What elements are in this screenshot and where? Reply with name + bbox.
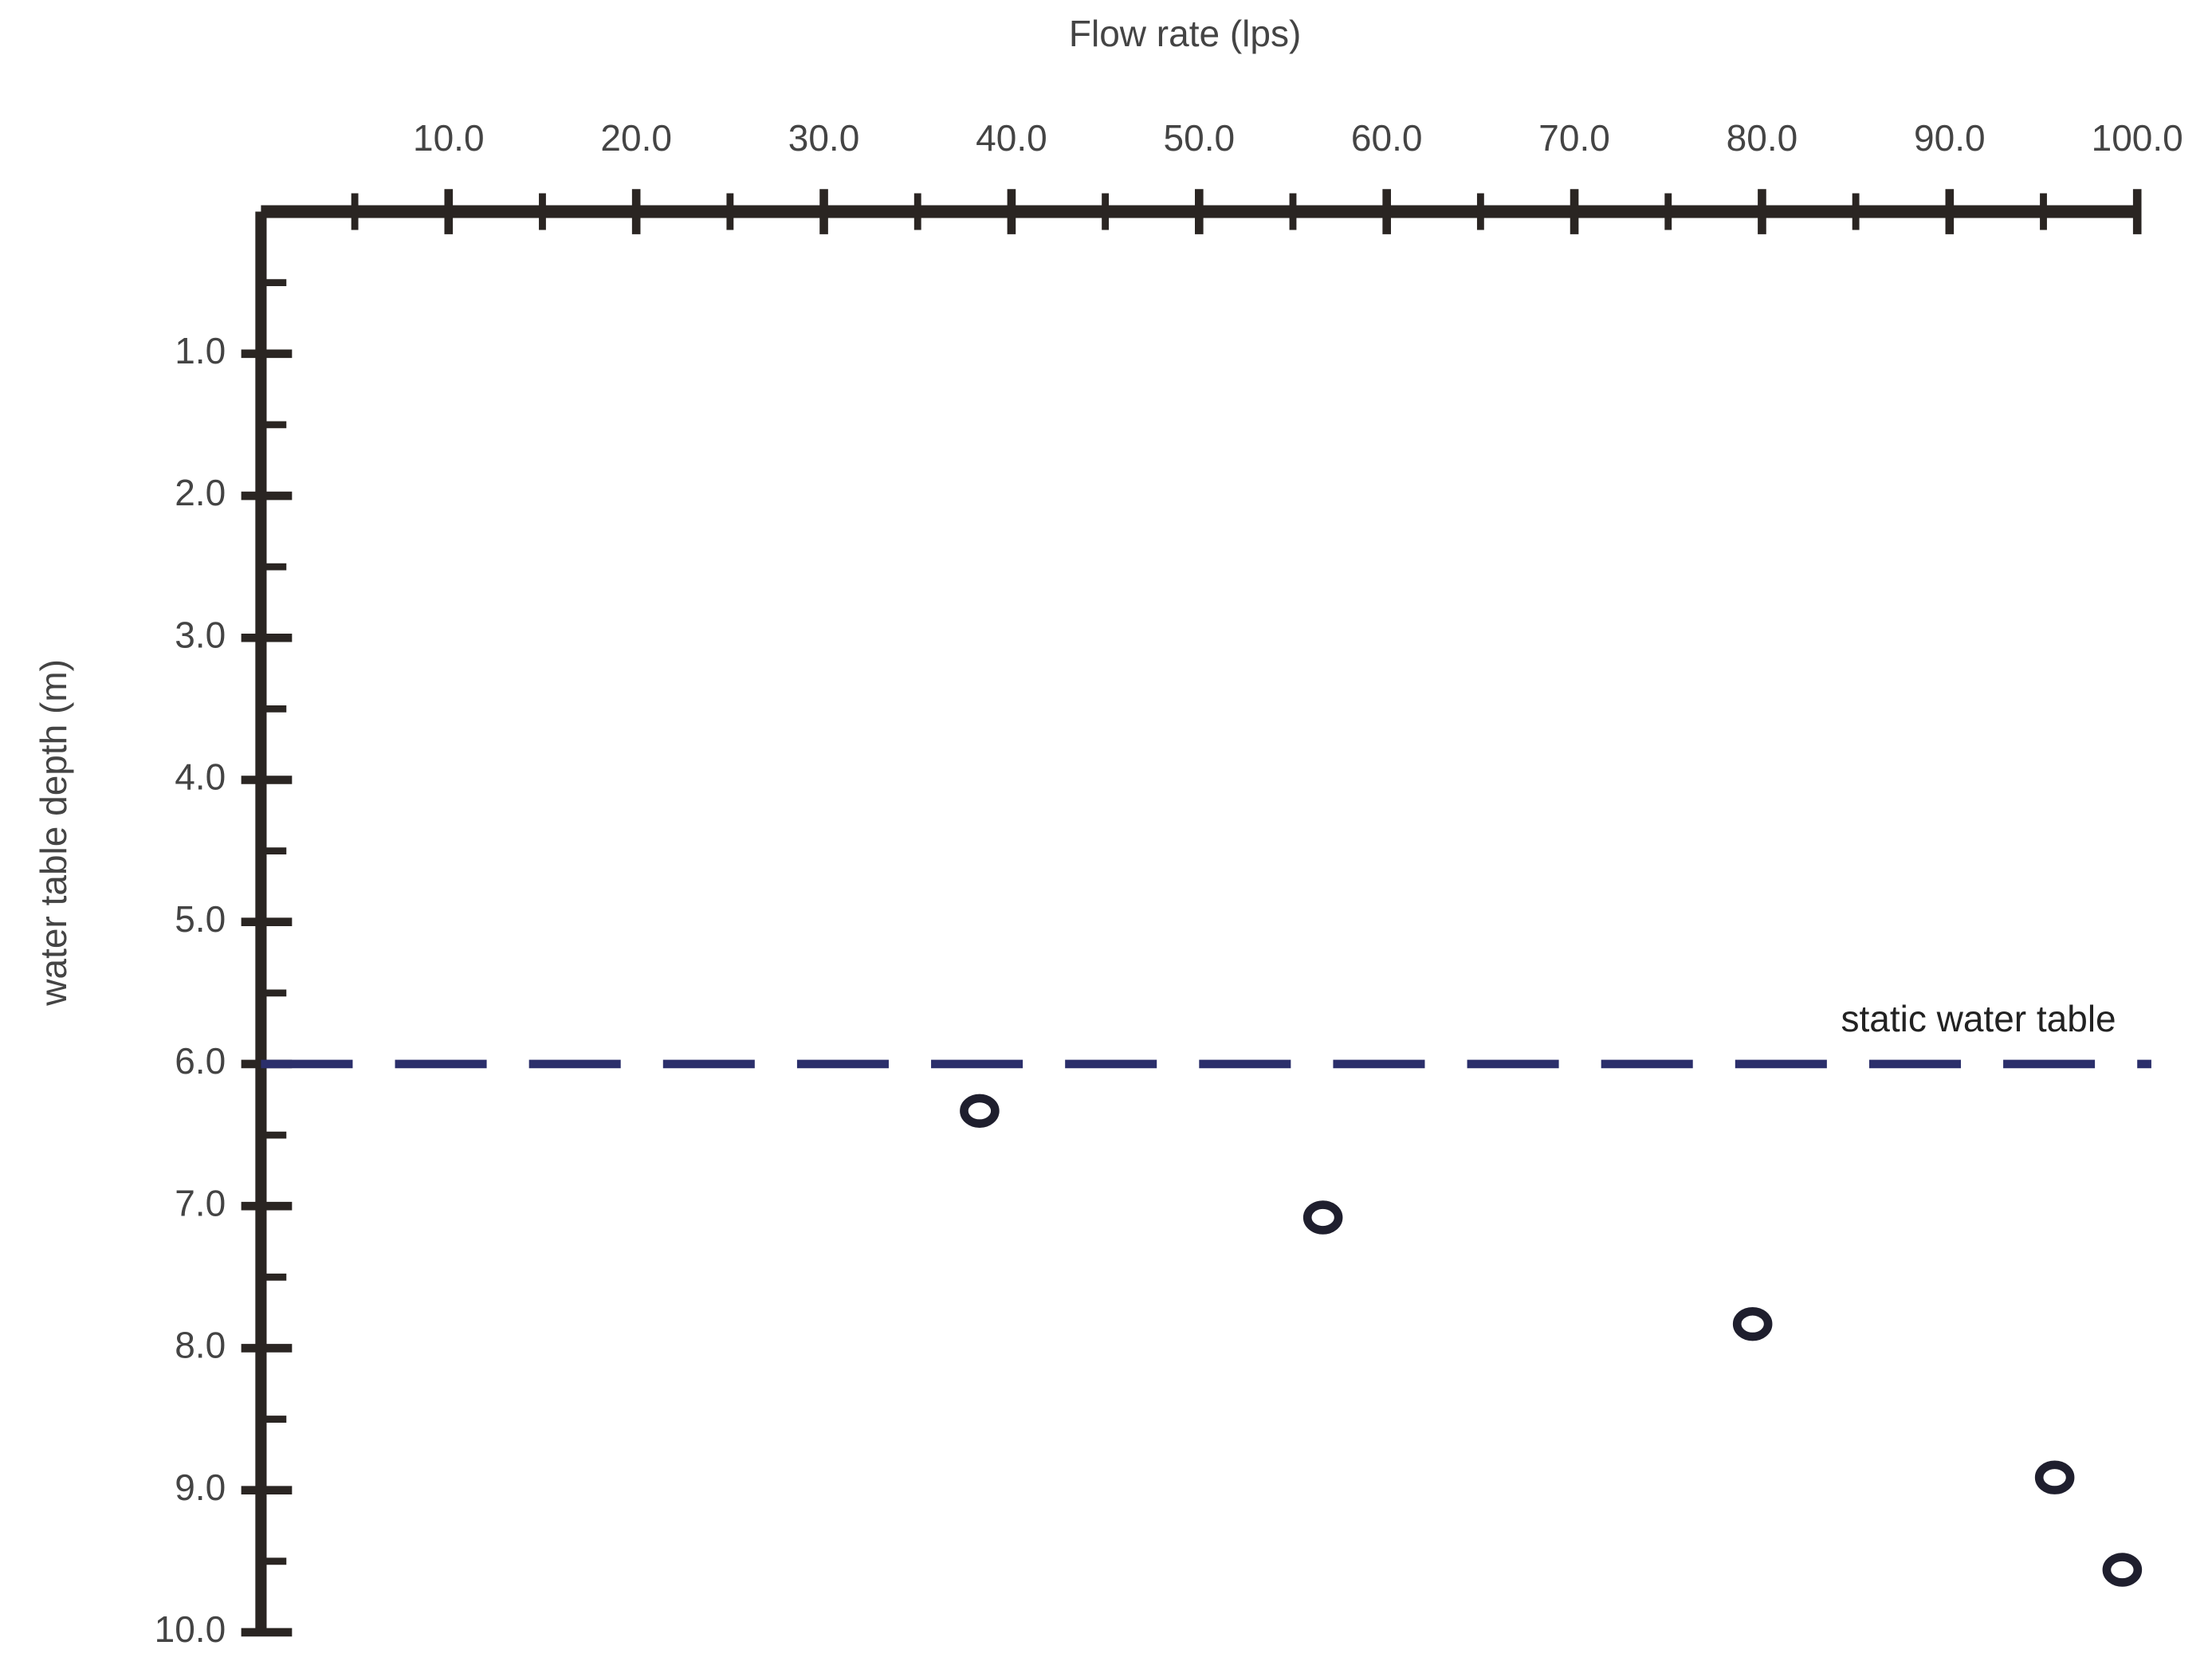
y-tick-label: 10.0 (155, 1608, 226, 1650)
x-axis-title: Flow rate (lps) (1069, 13, 1301, 54)
y-tick-label: 8.0 (175, 1325, 226, 1366)
y-tick-label: 7.0 (175, 1182, 226, 1223)
y-tick-label: 3.0 (175, 614, 226, 655)
x-tick-label: 30.0 (788, 117, 860, 159)
y-tick-label: 6.0 (175, 1040, 226, 1082)
x-tick-label: 80.0 (1727, 117, 1798, 159)
y-tick-label: 5.0 (175, 898, 226, 940)
x-tick-label: 50.0 (1164, 117, 1236, 159)
data-point (960, 1094, 1000, 1129)
y-tick-label: 1.0 (175, 330, 226, 371)
reference-label: static water table (1841, 998, 2116, 1039)
data-point (1732, 1306, 1773, 1341)
y-tick-label: 9.0 (175, 1467, 226, 1508)
x-tick-label: 40.0 (976, 117, 1047, 159)
data-point (2034, 1460, 2075, 1494)
y-axis-title: water table depth (m) (33, 659, 74, 1007)
x-tick-label: 60.0 (1351, 117, 1423, 159)
x-tick-label: 100.0 (2092, 117, 2183, 159)
x-tick-label: 90.0 (1914, 117, 1986, 159)
y-tick-label: 2.0 (175, 472, 226, 513)
x-tick-label: 20.0 (600, 117, 672, 159)
data-point (1302, 1200, 1343, 1235)
x-tick-label: 70.0 (1538, 117, 1610, 159)
x-tick-label: 10.0 (413, 117, 485, 159)
data-point (2102, 1553, 2143, 1587)
y-tick-label: 4.0 (175, 756, 226, 798)
